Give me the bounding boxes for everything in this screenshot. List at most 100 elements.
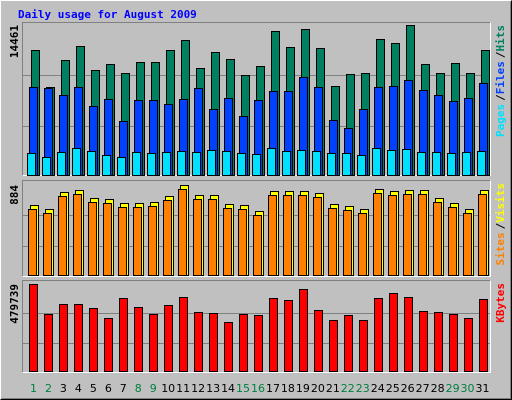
bar [269, 298, 278, 372]
bar [222, 151, 231, 176]
bar [372, 148, 381, 176]
x-tick-label: 4 [75, 382, 82, 395]
bar [118, 207, 127, 276]
bar [343, 210, 352, 276]
bar [432, 152, 441, 176]
bar [417, 152, 426, 176]
bar [87, 151, 96, 176]
bar [252, 154, 261, 176]
bar [328, 208, 337, 276]
bar [389, 293, 398, 372]
chart-title: Daily usage for August 2009 [18, 8, 197, 21]
bar [28, 209, 37, 276]
bar [238, 209, 247, 276]
bar [464, 318, 473, 372]
bar [403, 194, 412, 276]
bar [342, 153, 351, 176]
x-tick-label: 10 [161, 382, 175, 395]
bar [104, 318, 113, 372]
legend-entry: KBytes [494, 283, 507, 323]
x-tick-label: 17 [266, 382, 280, 395]
bar [418, 194, 427, 276]
bar [117, 157, 126, 176]
bar [162, 152, 171, 176]
x-tick-label: 5 [90, 382, 97, 395]
bar [193, 199, 202, 276]
bar [89, 308, 98, 372]
bar [267, 148, 276, 176]
bar [224, 322, 233, 372]
bar [387, 150, 396, 176]
bar [29, 284, 38, 372]
bar [358, 213, 367, 276]
x-tick-label: 15 [236, 382, 250, 395]
legend-entry: Files [494, 61, 507, 94]
bar [297, 150, 306, 176]
bar [299, 289, 308, 372]
bar [192, 152, 201, 176]
bar [73, 194, 82, 276]
x-tick-label: 27 [416, 382, 430, 395]
x-tick-label: 25 [386, 382, 400, 395]
bar [433, 202, 442, 276]
bar [298, 195, 307, 276]
x-tick-label: 3 [60, 382, 67, 395]
bar [103, 203, 112, 276]
bar [149, 314, 158, 372]
x-tick-label: 16 [251, 382, 265, 395]
y-max-label: 14461 [8, 25, 21, 58]
x-tick-label: 26 [401, 382, 415, 395]
bar [164, 305, 173, 372]
x-tick-label: 29 [446, 382, 460, 395]
x-tick-label: 8 [135, 382, 142, 395]
bar [447, 153, 456, 176]
bar [357, 155, 366, 176]
legend-entry: Sites [494, 232, 507, 265]
bar [223, 208, 232, 276]
bar [74, 304, 83, 372]
bar [477, 151, 486, 176]
bar [448, 207, 457, 276]
bar [478, 194, 487, 276]
legend-separator: / [494, 222, 507, 229]
bar [42, 157, 51, 176]
bar [59, 304, 68, 372]
x-tick-label: 22 [341, 382, 355, 395]
x-tick-label: 21 [326, 382, 340, 395]
x-tick-label: 6 [105, 382, 112, 395]
bar [163, 200, 172, 276]
bar [284, 300, 293, 372]
legend-separator: / [494, 94, 507, 101]
bar [373, 193, 382, 276]
x-tick-label: 14 [221, 382, 235, 395]
bar [479, 299, 488, 372]
x-tick-label: 7 [120, 382, 127, 395]
x-tick-label: 23 [356, 382, 370, 395]
bar [88, 202, 97, 276]
bar [178, 189, 187, 276]
bar [58, 196, 67, 276]
bar [102, 155, 111, 176]
bar [133, 207, 142, 276]
bar [208, 199, 217, 276]
legend-entry: Pages [494, 104, 507, 137]
bar [72, 148, 81, 176]
x-tick-label: 2 [45, 382, 52, 395]
y-max-label: 884 [8, 185, 21, 205]
x-tick-label: 9 [150, 382, 157, 395]
bar [463, 213, 472, 276]
bar [43, 213, 52, 276]
bar [148, 206, 157, 276]
bar [179, 297, 188, 372]
bar [313, 197, 322, 276]
bar [239, 314, 248, 372]
bar [253, 215, 262, 276]
legend-entry: Visits [494, 183, 507, 223]
x-tick-label: 1 [30, 382, 37, 395]
bar [282, 151, 291, 176]
panel-border-dark [22, 280, 491, 373]
x-tick-label: 30 [461, 382, 475, 395]
